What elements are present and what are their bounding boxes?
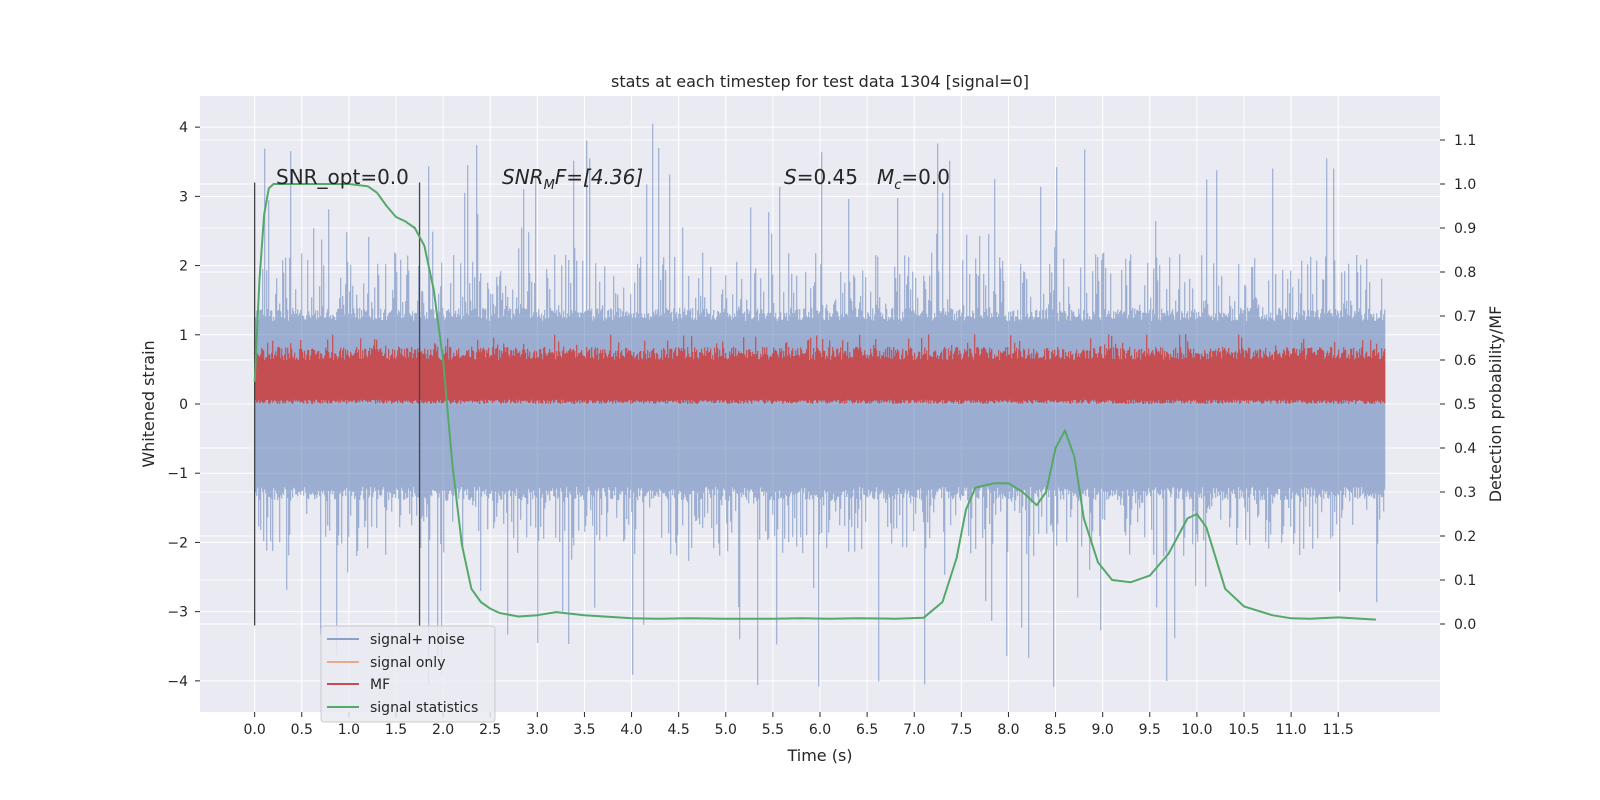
legend-label-signal-only: signal only [370,655,445,671]
y-left-tick-label-5: −1 [167,466,188,482]
annotation-s: S=0.45 [784,165,858,189]
annotation-snr-opt: SNR_opt=0.0 [276,165,409,189]
y-right-tick-label-10: 0.1 [1454,573,1476,589]
y-left-tick-label-6: −2 [167,535,188,551]
annotation-snr-mf: SNRMF=[4.36] [502,165,643,193]
y-right-tick-label-0: 1.1 [1454,133,1476,149]
y-left-tick-label-0: 4 [179,120,188,136]
x-tick-label-19: 9.5 [1139,722,1161,738]
signal-statistics-line [253,183,1376,621]
y-right-tick-label-5: 0.6 [1454,353,1476,369]
x-tick-label-15: 7.5 [950,722,972,738]
y-left-tick-label-8: −4 [167,674,188,690]
x-tick-label-16: 8.0 [997,722,1019,738]
x-tick-label-20: 10.0 [1181,722,1212,738]
x-tick-label-23: 11.5 [1323,722,1354,738]
x-axis-label: Time (s) [786,746,852,765]
legend-box [320,625,496,723]
x-tick-label-11: 5.5 [762,722,784,738]
y-right-tick-label-4: 0.7 [1454,309,1476,325]
x-tick-label-12: 6.0 [809,722,831,738]
x-tick-label-6: 3.0 [526,722,548,738]
x-tick-label-22: 11.0 [1276,722,1307,738]
y-right-tick-label-11: 0.0 [1454,617,1476,633]
chart-title: stats at each timestep for test data 130… [611,72,1029,91]
y-axis-left-ticks: 4 3 2 1 0 −1 −2 −3 −4 [167,120,200,690]
x-tick-label-13: 6.5 [856,722,878,738]
x-tick-label-2: 1.0 [338,722,360,738]
legend-label-signal-statistics: signal statistics [370,700,478,716]
y-right-tick-label-1: 1.0 [1454,177,1476,193]
x-tick-label-1: 0.5 [291,722,313,738]
y-left-tick-label-2: 2 [179,259,188,275]
y-right-tick-label-3: 0.8 [1454,265,1476,281]
x-tick-label-10: 5.0 [715,722,737,738]
vertical-markers [254,182,421,626]
y-axis-left-label: Whitened strain [139,340,158,467]
x-tick-label-14: 7.0 [903,722,925,738]
x-tick-label-5: 2.5 [479,722,501,738]
y-left-tick-label-1: 3 [179,189,188,205]
annotation-mc-sub: c [894,178,901,193]
y-axis-right-label: Detection probability/MF [1486,306,1505,503]
y-right-tick-label-7: 0.4 [1454,441,1476,457]
y-right-tick-label-6: 0.5 [1454,397,1476,413]
x-tick-label-9: 4.5 [668,722,690,738]
annotation-mc: Mc=0.0 [877,165,950,193]
x-tick-label-8: 4.0 [620,722,642,738]
x-axis-ticks: 0.0 0.5 1.0 1.5 2.0 2.5 3.0 3.5 4.0 4.5 5.0 5.5 6.0 6… [244,712,1354,738]
x-tick-label-17: 8.5 [1044,722,1066,738]
annotation-s-val: =0.45 [797,165,858,189]
y-left-tick-label-4: 0 [179,397,188,413]
legend-label-signal-noise: signal+ noise [370,632,465,648]
annotation-s-var: S [784,165,797,189]
y-right-tick-label-8: 0.3 [1454,485,1476,501]
y-axis-right-ticks: 1.1 1.0 0.9 0.8 0.7 0.6 0.5 0.4 0.3 0.2 0.1 0.0 [1440,133,1476,633]
x-tick-label-4: 2.0 [432,722,454,738]
y-right-tick-label-9: 0.2 [1454,529,1476,545]
x-tick-label-3: 1.5 [385,722,407,738]
x-tick-label-7: 3.5 [573,722,595,738]
x-tick-label-21: 10.5 [1228,722,1259,738]
annotation-mc-val: =0.0 [901,165,950,189]
series-signal-statistics [253,183,1376,621]
y-left-tick-label-7: −3 [167,605,188,621]
y-right-tick-label-2: 0.9 [1454,221,1476,237]
annotation-snr-mf-main: SNR [502,165,544,189]
legend-label-mf: MF [370,677,390,693]
x-tick-label-18: 9.0 [1092,722,1114,738]
x-tick-label-0: 0.0 [244,722,266,738]
annotation-snr-mf-tail: F=[4.36] [555,165,643,189]
legend: signal+ noise signal only MF signal stat… [320,625,496,723]
annotation-mc-var: M [877,165,894,189]
y-left-tick-label-3: 1 [179,328,188,344]
annotation-snr-mf-sub: M [544,178,555,193]
